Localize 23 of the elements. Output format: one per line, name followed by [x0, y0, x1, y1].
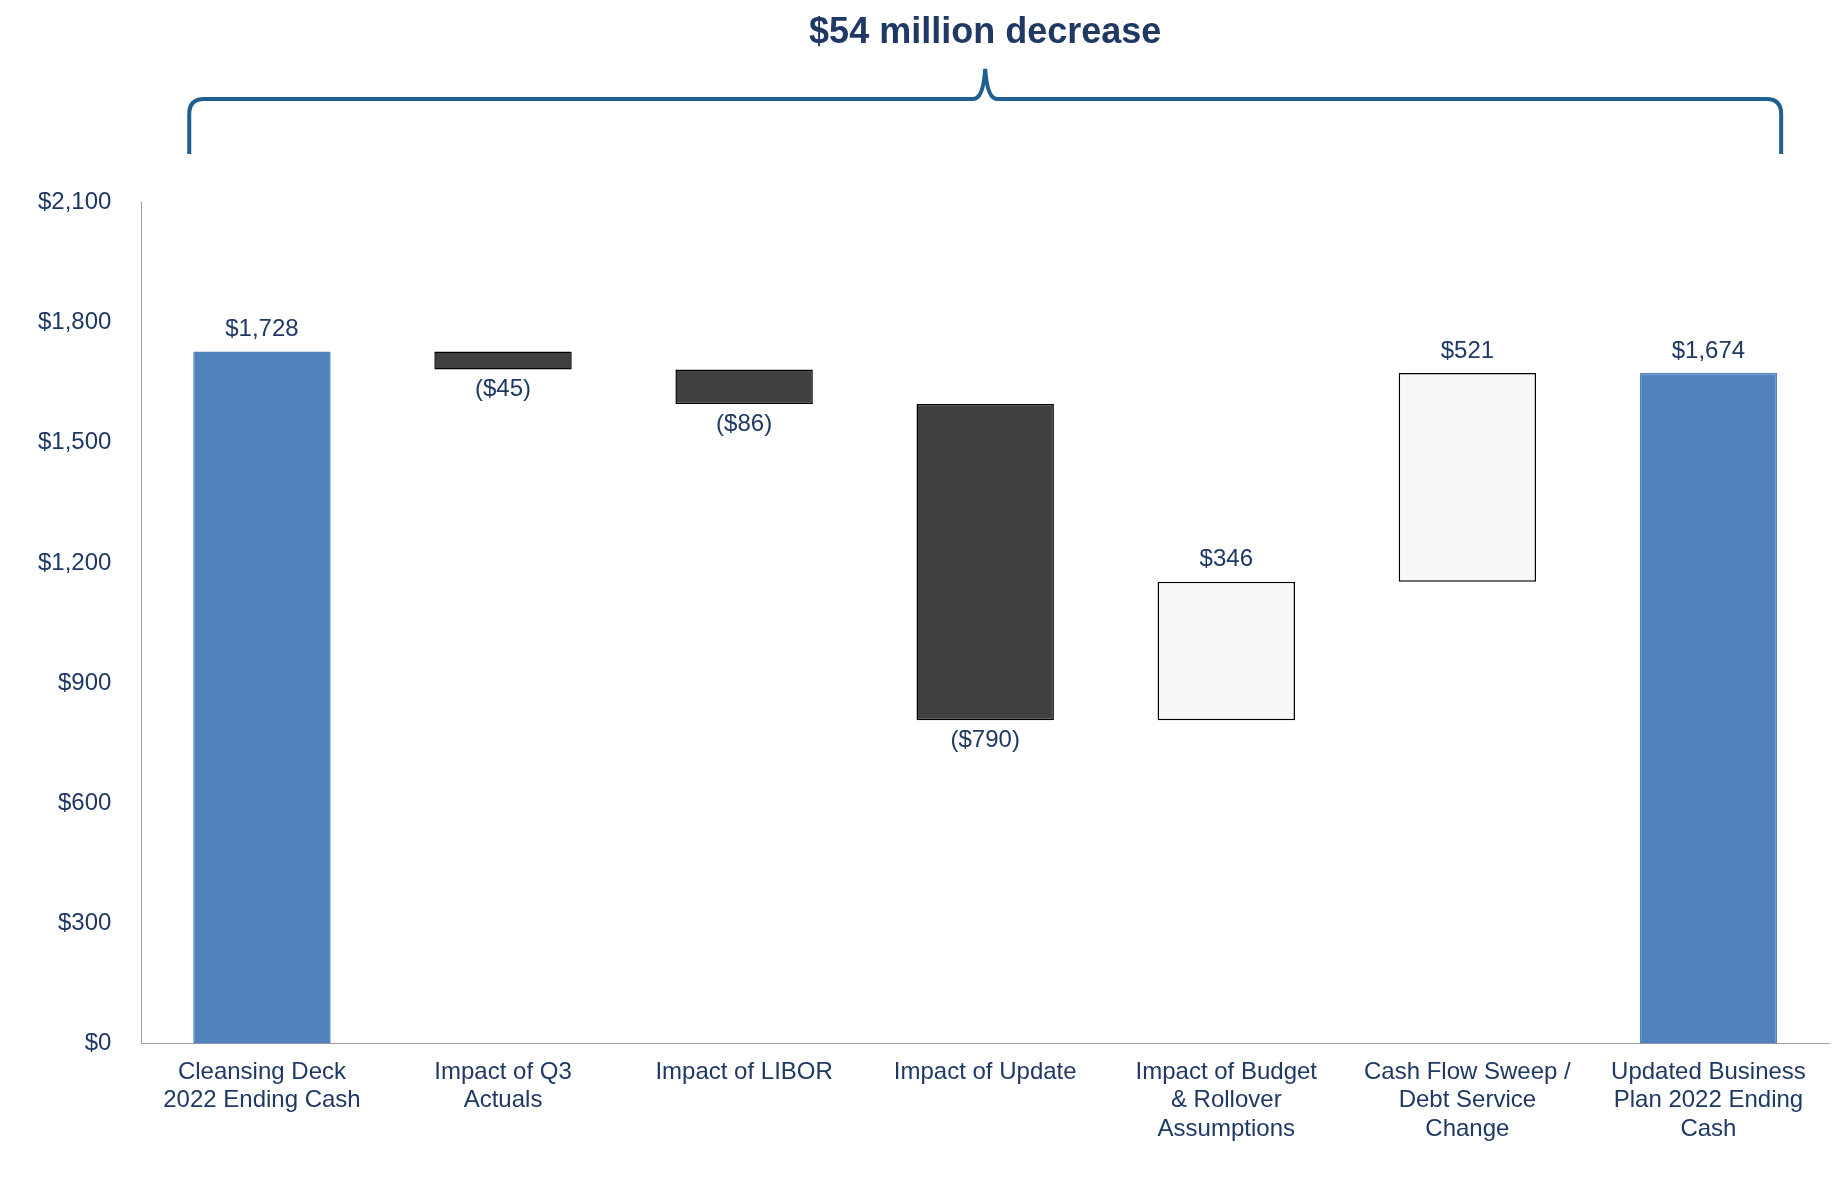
data-label: ($86): [716, 408, 773, 436]
data-label: ($45): [475, 374, 532, 402]
y-tick-label: $600: [58, 787, 112, 815]
data-label: $521: [1440, 335, 1495, 363]
x-tick-label: Cleansing Deck 2022 Ending Cash: [163, 1056, 361, 1113]
y-tick-label: $1,800: [38, 307, 112, 335]
x-tick-label: Impact of Update: [893, 1056, 1077, 1084]
x-tick-label: Impact of Budget & Rollover Assumptions: [1135, 1056, 1318, 1142]
x-tick-label: Impact of LIBOR: [655, 1056, 833, 1084]
y-tick-label: $300: [58, 908, 112, 936]
x-tick-label: Impact of Q3 Actuals: [434, 1056, 572, 1113]
data-label: ($790): [950, 724, 1020, 752]
x-tick-label: Updated Business Plan 2022 Ending Cash: [1611, 1056, 1806, 1142]
data-label: $1,728: [225, 314, 299, 342]
y-tick-label: $2,100: [38, 187, 112, 215]
x-tick-label: Cash Flow Sweep / Debt Service Change: [1363, 1056, 1572, 1142]
chart-title: $54 million decrease: [808, 9, 1163, 53]
y-tick-label: $1,200: [38, 547, 112, 575]
data-label: $346: [1199, 544, 1253, 572]
y-tick-label: $1,500: [38, 427, 112, 455]
y-tick-label: $900: [58, 667, 112, 695]
data-label: $1,674: [1671, 335, 1746, 363]
y-tick-label: $0: [84, 1028, 112, 1056]
